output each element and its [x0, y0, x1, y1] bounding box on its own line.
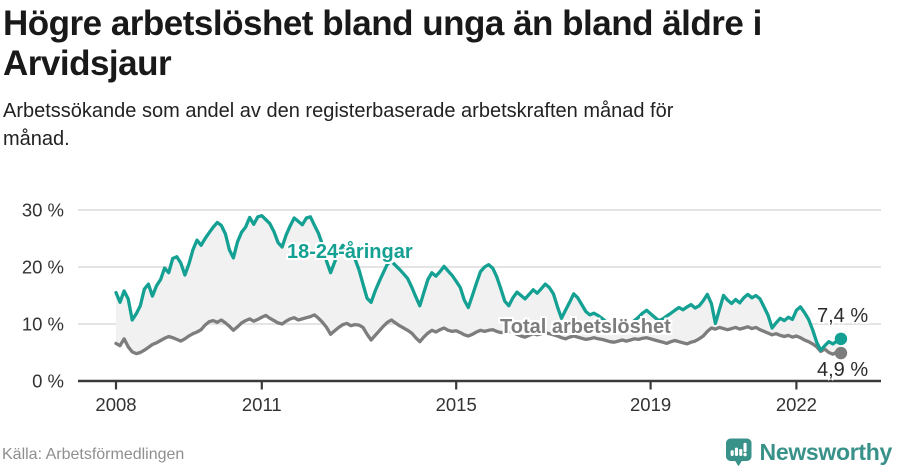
source-credit: Källa: Arbetsförmedlingen — [2, 446, 185, 463]
x-tick-label-2015: 2015 — [436, 394, 477, 415]
y-tick-label-10: 10 % — [22, 314, 64, 335]
line-chart: 2008 2011 2015 2019 2022 0 % 10 % 20 % 30 % — [22, 200, 881, 415]
page-title: Högre arbetslöshet bland unga än bland ä… — [3, 4, 762, 83]
y-tick-label-20: 20 % — [22, 257, 64, 278]
end-value-label-young: 7,4 % — [817, 305, 869, 327]
series-end-dot-1 — [834, 346, 848, 360]
x-tick-label-2022: 2022 — [776, 394, 817, 415]
newsworthy-logo-icon — [725, 438, 752, 467]
series-label-total: Total arbetslöshet — [500, 316, 671, 338]
x-tick-label-2008: 2008 — [95, 394, 136, 415]
chart-header: Högre arbetslöshet bland unga än bland ä… — [3, 4, 895, 154]
end-value-label-total: 4,9 % — [817, 359, 869, 381]
x-tick-label-2019: 2019 — [630, 394, 671, 415]
y-tick-label-30: 30 % — [22, 200, 64, 221]
series-end-dot-0 — [834, 332, 848, 346]
fill-between-series — [116, 215, 841, 355]
y-tick-label-0: 0 % — [32, 371, 64, 392]
newsworthy-logo-text: Newsworthy — [759, 439, 893, 465]
series-line-0 — [114, 214, 843, 352]
newsworthy-logo[interactable]: Newsworthy — [725, 438, 892, 467]
page-subtitle: Arbetssökande som andel av den registerb… — [3, 100, 674, 151]
x-tick-label-2011: 2011 — [242, 394, 282, 415]
series-line-1 — [114, 313, 843, 356]
series-label-young: 18-24-åringar — [287, 241, 413, 263]
line-chart-container: 2008 2011 2015 2019 2022 0 % 10 % 20 % 30 % 18-2… — [0, 185, 900, 430]
